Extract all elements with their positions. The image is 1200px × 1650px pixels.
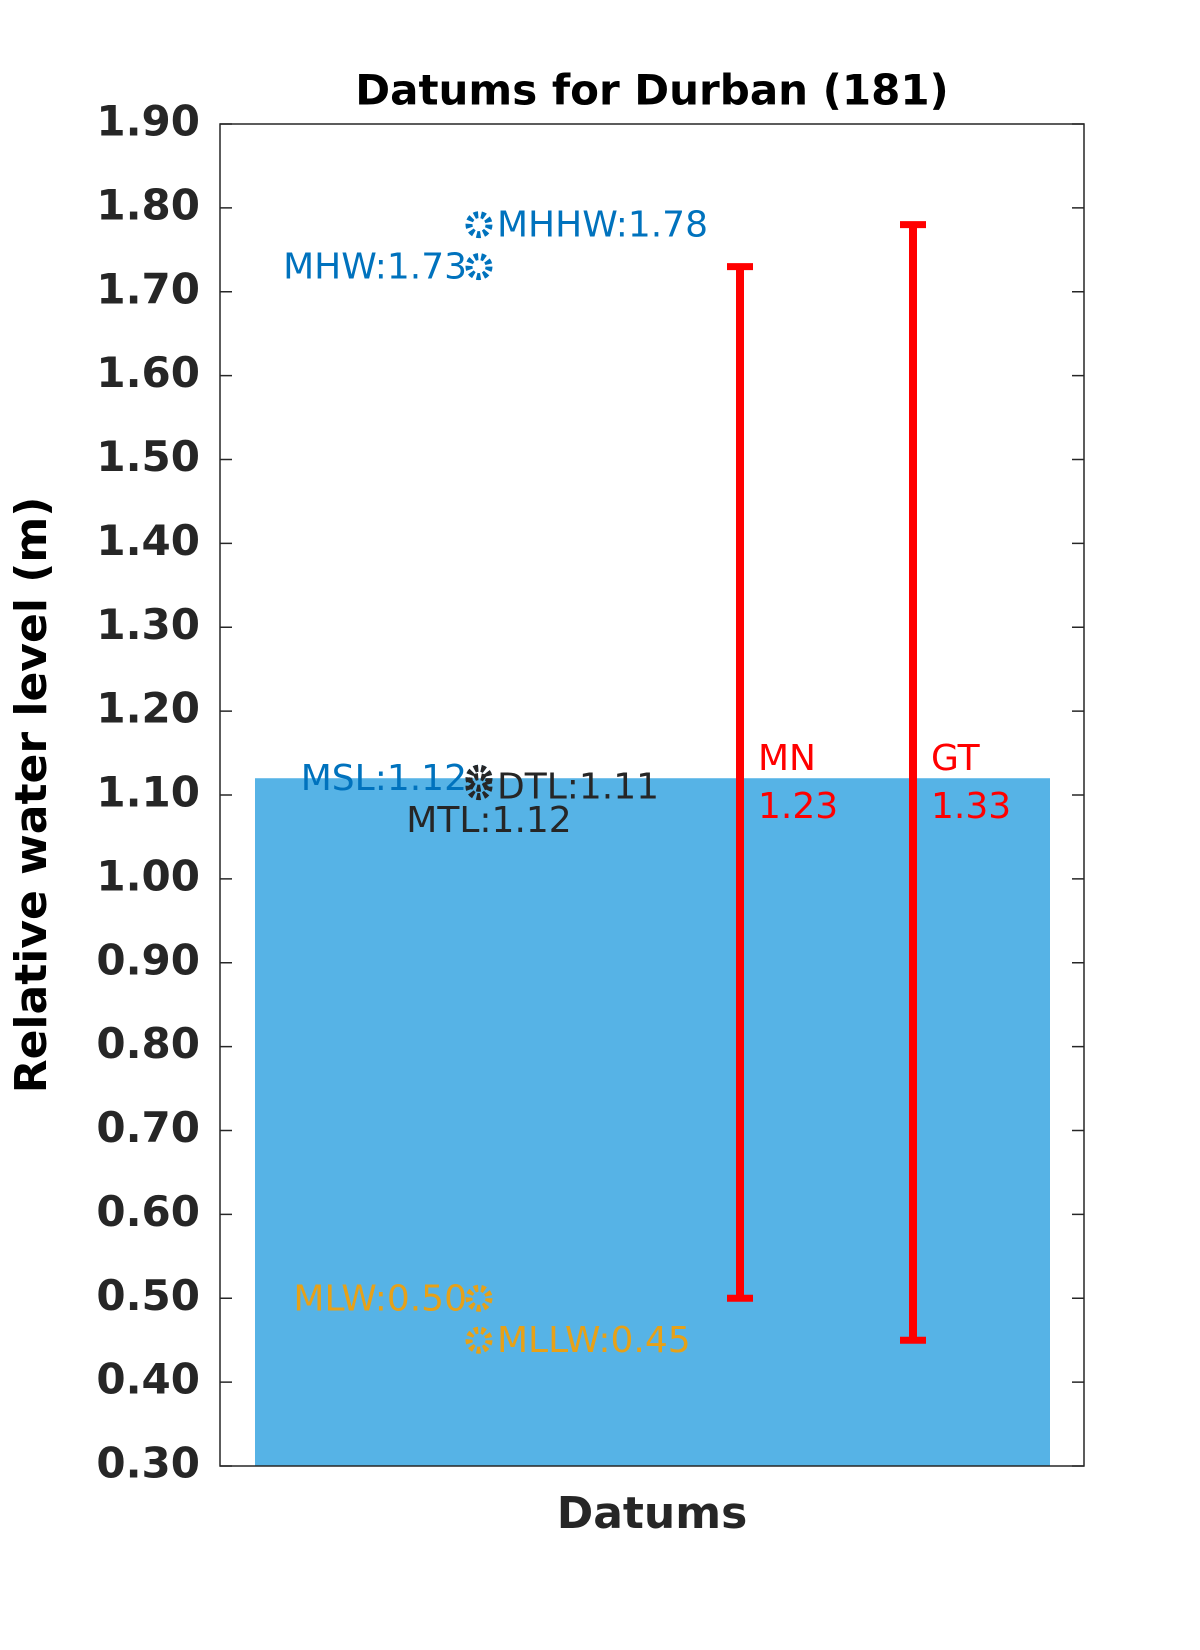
y-tick-label: 0.90 (96, 935, 200, 984)
y-axis-label: Relative water level (m) (6, 497, 57, 1094)
datum-label: MLW:0.50 (293, 1278, 467, 1319)
y-tick-label: 1.80 (96, 180, 200, 229)
y-tick-label: 1.20 (96, 684, 200, 733)
range-name: MN (758, 738, 816, 779)
y-tick-label: 1.30 (96, 600, 200, 649)
y-tick-label: 1.70 (96, 264, 200, 313)
datum-label: MTL:1.12 (406, 800, 571, 841)
datum-marker (465, 764, 493, 792)
range-value: 1.33 (931, 786, 1011, 827)
datum-marker (465, 253, 493, 281)
chart-title: Datums for Durban (181) (355, 66, 949, 115)
range-name: GT (931, 738, 981, 779)
y-tick-label: 1.90 (96, 97, 200, 146)
y-tick-label: 1.60 (96, 348, 200, 397)
y-tick-label: 1.40 (96, 516, 200, 565)
y-tick-label: 1.10 (96, 768, 200, 817)
range-value: 1.23 (758, 786, 838, 827)
y-tick-label: 0.30 (96, 1439, 200, 1488)
y-tick-label: 0.60 (96, 1187, 200, 1236)
y-tick-label: 0.70 (96, 1103, 200, 1152)
y-tick-label: 0.40 (96, 1355, 200, 1404)
datum-label: MHW:1.73 (283, 247, 467, 288)
y-tick-label: 1.00 (96, 851, 200, 900)
datum-label: MSL:1.12 (301, 758, 467, 799)
datum-label: MLLW:0.45 (497, 1320, 691, 1361)
y-tick-label: 0.50 (96, 1271, 200, 1320)
y-tick-label: 1.50 (96, 432, 200, 481)
x-axis-label: Datums (557, 1488, 748, 1539)
water-bar (255, 778, 1050, 1466)
y-tick-label: 0.80 (96, 1019, 200, 1068)
datum-label: DTL:1.11 (497, 767, 659, 808)
datum-marker (465, 211, 493, 239)
datum-label: MHHW:1.78 (497, 205, 708, 246)
datum-marker (465, 1284, 493, 1312)
datum-marker (465, 1326, 493, 1354)
